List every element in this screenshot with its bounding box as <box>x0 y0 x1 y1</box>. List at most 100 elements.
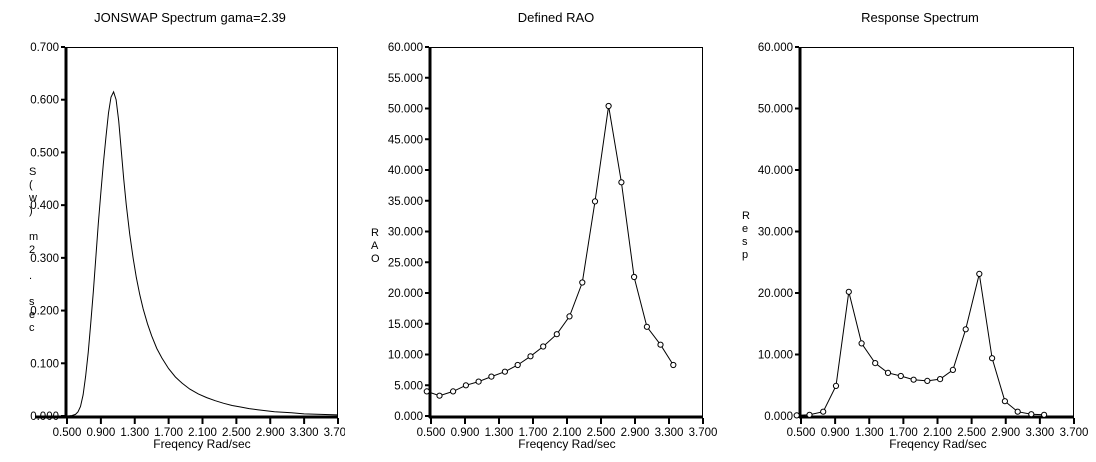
x-tick-label: 2.100 <box>188 427 217 439</box>
y-tick-label: 60.000 <box>388 42 423 54</box>
y-tick-label: 0.000 <box>30 411 59 423</box>
x-tick-label: 1.700 <box>889 427 918 439</box>
y-axis-label-rao: R A O <box>371 227 380 265</box>
y-axis-label-jonswap: S ( w ) m 2 . s e c <box>29 166 39 334</box>
x-tick-label: 0.900 <box>821 427 850 439</box>
data-point-marker <box>858 340 865 347</box>
y-tick-label: 25.000 <box>388 257 423 269</box>
y-tick-label: 0.100 <box>30 358 59 370</box>
data-point-marker <box>631 273 638 281</box>
data-point-marker <box>845 288 852 295</box>
data-point-marker <box>937 376 944 383</box>
x-axis-title-jonswap: Freqency Rad/sec <box>153 437 251 451</box>
data-point-marker <box>910 376 917 383</box>
y-tick-label: 30.000 <box>758 227 793 239</box>
x-tick-label: 0.500 <box>53 427 82 439</box>
x-tick-label: 0.900 <box>86 427 115 439</box>
data-point-marker <box>832 382 840 389</box>
y-tick-label: 55.000 <box>388 73 423 85</box>
y-tick-label: 0.700 <box>30 42 59 54</box>
x-tick-label: 3.700 <box>1060 427 1089 439</box>
x-tick-label: 3.300 <box>655 427 684 439</box>
y-tick-label: 0.300 <box>30 253 59 265</box>
y-tick-label: 10.000 <box>758 350 793 362</box>
chart-title-defined-rao: Defined RAO <box>517 10 595 25</box>
x-axis-title-resp: Freqency Rad/sec <box>889 437 987 451</box>
plot-frame <box>801 47 1074 416</box>
data-point-marker <box>884 369 892 376</box>
data-point-marker <box>553 331 560 338</box>
x-tick-label: 1.700 <box>154 427 183 439</box>
data-point-marker <box>618 179 625 186</box>
data-point-marker <box>820 408 827 415</box>
series-line <box>426 105 674 397</box>
data-point-marker <box>566 313 573 320</box>
y-tick-label: 0.600 <box>30 95 59 107</box>
x-tick-label: 2.500 <box>222 427 251 439</box>
y-tick-label: 0.000 <box>764 411 793 423</box>
data-point-marker <box>670 361 677 369</box>
data-point-marker <box>1001 398 1009 405</box>
data-point-marker <box>591 198 599 205</box>
x-tick-label: 2.900 <box>991 427 1020 439</box>
x-tick-label: 1.300 <box>120 427 149 439</box>
x-tick-label: 2.500 <box>587 427 616 439</box>
data-point-marker <box>450 388 457 395</box>
x-tick-label: 2.100 <box>553 427 582 439</box>
x-tick-label: 0.900 <box>451 427 480 439</box>
data-point-marker <box>514 361 521 369</box>
data-point-marker <box>657 341 664 348</box>
data-point-marker <box>527 353 534 360</box>
x-tick-label: 3.300 <box>290 427 319 439</box>
y-tick-label: 15.000 <box>388 319 423 331</box>
x-tick-label: 1.700 <box>519 427 548 439</box>
plot-frame <box>67 47 338 416</box>
x-tick-label: 2.100 <box>923 427 952 439</box>
x-axis-title-rao: Freqency Rad/sec <box>518 437 616 451</box>
data-point-marker <box>872 360 879 367</box>
y-tick-label: 0.400 <box>30 200 59 212</box>
data-point-marker <box>989 355 996 362</box>
data-point-marker <box>962 326 969 333</box>
data-point-marker <box>475 378 482 385</box>
data-point-marker <box>1041 411 1048 418</box>
y-tick-label: 20.000 <box>758 288 793 300</box>
data-point-marker <box>924 377 931 384</box>
data-point-marker <box>949 366 957 373</box>
data-point-marker <box>462 382 469 389</box>
y-tick-label: 5.000 <box>394 380 423 392</box>
y-tick-label: 40.000 <box>758 165 793 177</box>
y-tick-label: 0.000 <box>394 411 423 423</box>
y-tick-label: 0.200 <box>30 306 59 318</box>
y-tick-label: 60.000 <box>758 42 793 54</box>
x-tick-label: 3.700 <box>324 427 353 439</box>
y-tick-label: 20.000 <box>388 288 423 300</box>
x-tick-label: 0.500 <box>417 427 446 439</box>
x-tick-label: 2.900 <box>256 427 285 439</box>
x-tick-label: 1.300 <box>485 427 514 439</box>
data-point-marker <box>605 102 612 110</box>
x-tick-label: 1.300 <box>855 427 884 439</box>
data-point-marker <box>501 368 508 375</box>
x-tick-label: 3.700 <box>689 427 718 439</box>
y-tick-label: 50.000 <box>388 104 423 116</box>
y-tick-label: 0.500 <box>30 147 59 159</box>
chart-defined-rao: 0.000 5.000 10.000 15.000 20.000 25.000 30.000… <box>388 42 718 439</box>
data-point-marker <box>423 388 430 395</box>
x-tick-label: 2.900 <box>621 427 650 439</box>
y-tick-label: 30.000 <box>388 227 423 239</box>
y-tick-label: 50.000 <box>758 104 793 116</box>
y-axis-label-resp: R e s p <box>742 210 750 261</box>
x-tick-label: 2.500 <box>957 427 986 439</box>
y-tick-label: 35.000 <box>388 196 423 208</box>
data-point-marker <box>793 412 800 419</box>
y-tick-label: 45.000 <box>388 134 423 146</box>
series-line <box>796 273 1045 416</box>
data-point-marker <box>540 343 547 350</box>
data-point-marker <box>806 411 813 418</box>
data-point-marker <box>488 373 495 380</box>
chart-jonswap-spectrum: 0.000 0.100 0.200 0.300 0.400 0.500 0.600 0.700… <box>30 42 353 439</box>
data-point-marker <box>976 270 983 277</box>
plot-frame <box>431 47 703 416</box>
